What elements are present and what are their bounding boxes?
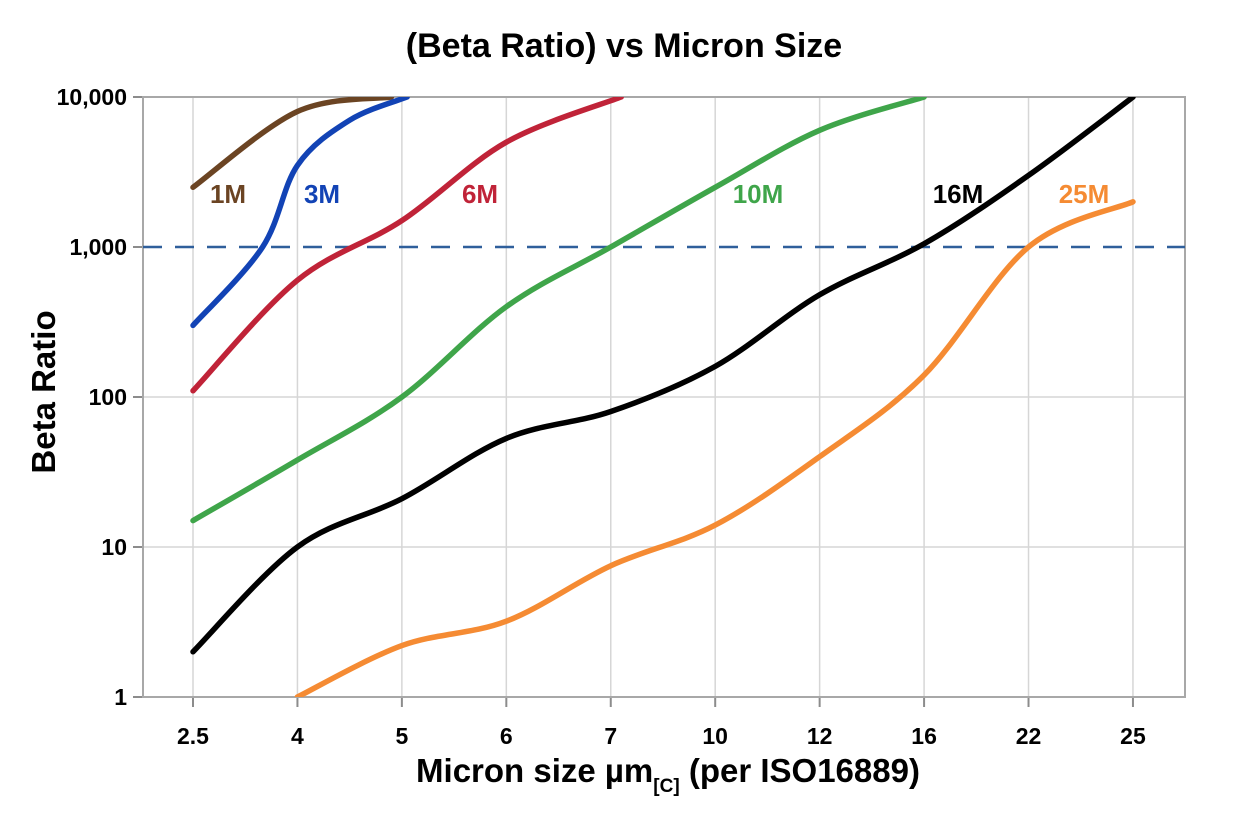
x-tick-label: 22 bbox=[1016, 723, 1042, 749]
curve-layer bbox=[190, 97, 1136, 697]
y-tick-label: 100 bbox=[89, 384, 127, 410]
curve-label-16M: 16M bbox=[933, 179, 984, 209]
curve-25M bbox=[294, 199, 1136, 697]
grid-layer bbox=[143, 97, 1185, 697]
x-tick-label: 6 bbox=[500, 723, 513, 749]
curve-label-3M: 3M bbox=[304, 179, 340, 209]
x-axis-title-subscript: [C] bbox=[653, 776, 679, 797]
curve-label-1M: 1M bbox=[210, 179, 246, 209]
x-axis-title: Micron size µm[C] (per ISO16889) bbox=[416, 752, 920, 797]
plot-border bbox=[142, 96, 1186, 698]
chart-title: (Beta Ratio) vs Micron Size bbox=[406, 27, 842, 65]
y-axis-title: Beta Ratio bbox=[25, 310, 62, 473]
y-tick-label: 10 bbox=[101, 534, 127, 560]
x-tick-label: 25 bbox=[1120, 723, 1146, 749]
y-tick-label: 1,000 bbox=[69, 234, 127, 260]
x-axis-title-suffix: (per ISO16889) bbox=[680, 752, 920, 789]
x-tick-label: 2.5 bbox=[177, 723, 209, 749]
x-tick-label: 10 bbox=[702, 723, 728, 749]
x-axis-title-main: Micron size µm bbox=[416, 752, 653, 789]
x-tick-label: 4 bbox=[291, 723, 304, 749]
curve-16M bbox=[190, 97, 1136, 655]
x-tick-label: 7 bbox=[604, 723, 617, 749]
tick-label-layer: 2.5 4 5 6 7 10 12 16 22 25 1 10 100 1,000 10,000 1M 3M 6M… bbox=[57, 84, 1146, 749]
curve-6M bbox=[190, 97, 624, 394]
frame-layer bbox=[133, 96, 1186, 707]
curve-1M bbox=[190, 97, 395, 191]
curve-3M bbox=[190, 97, 410, 329]
x-tick-label: 16 bbox=[911, 723, 937, 749]
x-tick-label: 12 bbox=[807, 723, 833, 749]
curve-label-10M: 10M bbox=[733, 179, 784, 209]
curve-label-6M: 6M bbox=[462, 179, 498, 209]
y-tick-label: 1 bbox=[114, 684, 127, 710]
y-tick-label: 10,000 bbox=[57, 84, 127, 110]
curve-label-25M: 25M bbox=[1059, 179, 1110, 209]
x-tick-label: 5 bbox=[395, 723, 408, 749]
curve-10M bbox=[190, 97, 927, 524]
